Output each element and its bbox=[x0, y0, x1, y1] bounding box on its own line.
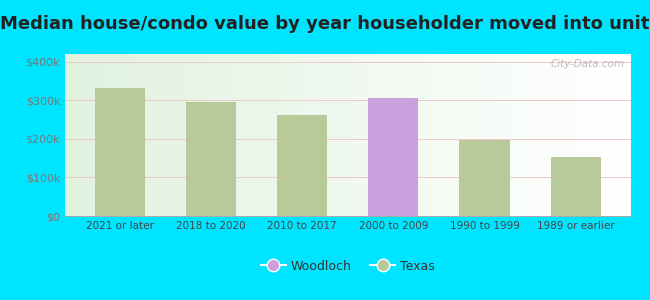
Bar bbox=[186, 102, 236, 216]
Bar bbox=[369, 128, 419, 216]
Bar bbox=[369, 98, 419, 216]
Bar bbox=[277, 115, 327, 216]
Text: Median house/condo value by year householder moved into unit: Median house/condo value by year househo… bbox=[0, 15, 650, 33]
Text: City-Data.com: City-Data.com bbox=[551, 59, 625, 69]
Bar bbox=[460, 140, 510, 216]
Bar bbox=[551, 158, 601, 216]
Bar bbox=[95, 88, 145, 216]
Legend: Woodloch, Texas: Woodloch, Texas bbox=[255, 255, 440, 278]
